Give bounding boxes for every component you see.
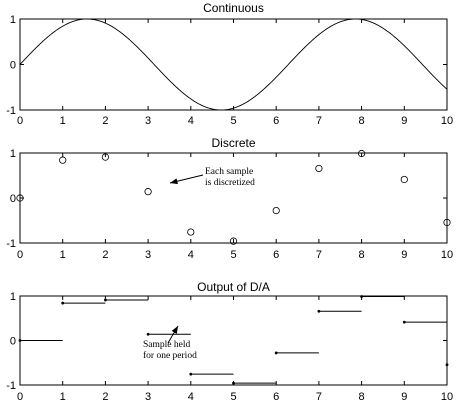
sample-dot — [104, 298, 107, 302]
sample-dot — [18, 339, 22, 342]
chart-title: Discrete — [211, 136, 255, 150]
sample-point — [59, 156, 67, 164]
x-tick-label: 7 — [316, 249, 322, 261]
sample-dot — [360, 295, 363, 298]
x-tick-label: 0 — [17, 115, 23, 127]
sample-dot — [189, 372, 193, 376]
annotation-line: is discretized — [205, 178, 255, 188]
sample-point — [443, 218, 451, 227]
x-tick-label: 5 — [230, 249, 236, 261]
axes-frame — [19, 18, 448, 111]
y-tick-label: 1 — [10, 291, 16, 303]
axes-frame — [19, 295, 448, 386]
x-tick-label: 9 — [401, 115, 407, 127]
arrow-head — [170, 178, 178, 185]
x-tick-label: 6 — [273, 115, 279, 127]
x-tick-label: 9 — [401, 391, 407, 403]
annotation-text: Each sample is discretized — [205, 167, 255, 188]
chart-title: Output of D/A — [197, 280, 270, 294]
annotation-line: for one period — [143, 350, 197, 361]
sample-dot — [232, 381, 235, 385]
x-tick-label: 5 — [230, 115, 236, 127]
sample-point — [400, 175, 408, 184]
x-tick-label: 4 — [188, 115, 194, 127]
sample-point — [144, 188, 152, 196]
y-tick-label: 1 — [10, 14, 16, 26]
sample-dot — [445, 363, 449, 367]
x-tick-label: 1 — [60, 115, 66, 127]
x-tick-label: 0 — [17, 249, 23, 261]
x-tick-label: 4 — [188, 249, 194, 261]
x-tick-label: 0 — [17, 391, 23, 403]
x-tick-label: 3 — [145, 115, 151, 127]
y-tick-label: 0 — [10, 193, 16, 205]
x-tick-label: 5 — [230, 391, 236, 403]
x-tick-label: 6 — [273, 249, 279, 261]
x-tick-label: 2 — [102, 391, 108, 403]
x-tick-label: 8 — [359, 115, 365, 127]
x-tick-label: 6 — [273, 391, 279, 403]
sample-dot — [402, 320, 406, 324]
x-tick-label: 3 — [145, 249, 151, 261]
x-tick-label: 7 — [316, 115, 322, 127]
x-tick-label: 10 — [441, 115, 453, 127]
x-tick-label: 9 — [401, 249, 407, 261]
x-tick-label: 3 — [145, 391, 151, 403]
x-tick-label: 10 — [441, 391, 453, 403]
x-tick-label: 10 — [441, 249, 453, 261]
sample-point — [272, 206, 280, 215]
x-tick-label: 7 — [316, 391, 322, 403]
annotation-text: Sample held for one period — [143, 340, 197, 361]
x-tick-label: 2 — [102, 115, 108, 127]
sample-dot — [274, 351, 278, 355]
sample-dot — [61, 301, 65, 305]
sample-dot — [317, 309, 321, 313]
x-tick-label: 2 — [102, 249, 108, 261]
annotation-line: Each sample — [205, 167, 253, 177]
sample-point — [229, 237, 238, 245]
y-tick-label: -1 — [6, 380, 16, 392]
sample-point — [187, 228, 195, 236]
x-tick-label: 8 — [359, 249, 365, 261]
x-tick-label: 1 — [60, 391, 66, 403]
arrow-head — [171, 326, 178, 334]
sample-point — [101, 153, 110, 161]
x-tick-label: 4 — [188, 391, 194, 403]
sample-point — [16, 194, 24, 202]
annotation-line: Sample held — [143, 340, 190, 350]
y-tick-label: -1 — [6, 105, 16, 117]
y-tick-label: -1 — [6, 238, 16, 250]
sample-point — [357, 149, 366, 158]
y-tick-label: 1 — [10, 148, 16, 160]
sample-dot — [146, 332, 150, 336]
x-tick-label: 8 — [359, 391, 365, 403]
y-tick-label: 0 — [10, 60, 16, 72]
chart-title: Continuous — [203, 1, 264, 15]
y-tick-label: 0 — [10, 336, 16, 348]
sample-point — [315, 164, 323, 173]
series-line-continuous — [19, 18, 448, 111]
x-tick-label: 1 — [60, 249, 66, 261]
